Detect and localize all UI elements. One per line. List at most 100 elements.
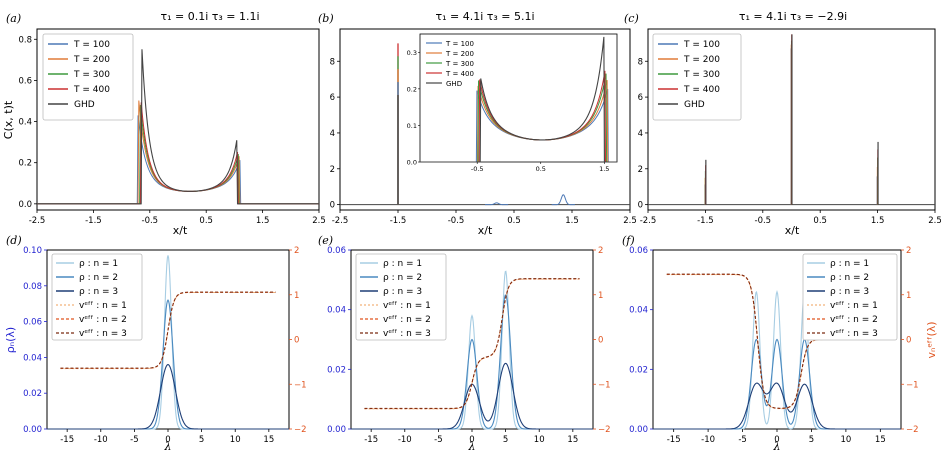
legend-label-t100: T = 100 [73, 40, 110, 50]
y-tick-label: 0.0 [18, 200, 32, 210]
veff-n1 [364, 278, 580, 410]
y-tick-right-label: 2 [294, 246, 299, 256]
panel-b-xlabel: x/t [478, 224, 493, 237]
y-tick-label: 2 [638, 165, 643, 175]
legend-d-label-rho3: ρ : n = 3 [79, 287, 118, 297]
panel-d-legend: ρ : n = 1 ρ : n = 2 ρ : n = 3 vᵉᶠᶠ : n =… [51, 253, 143, 341]
y-tick-label: 0.02 [23, 389, 42, 399]
x-tick-label: 5 [199, 435, 204, 445]
legend-f-label-v2: vᵉᶠᶠ : n = 2 [830, 315, 878, 325]
y-tick-right-label: 0 [294, 336, 299, 346]
panel-b-inset-legend: T = 100 T = 200 T = 300 T = 400 GHD [426, 40, 474, 88]
legend-e-label-rho1: ρ : n = 1 [383, 259, 422, 269]
y-tick-label: 2 [330, 165, 335, 175]
inset-legend-label-t400: T = 400 [445, 70, 474, 78]
y-tick-label: 8 [330, 57, 335, 67]
x-tick-label: -2.5 [29, 216, 46, 226]
y-tick-label: 0.04 [23, 353, 42, 363]
legend-e-label-v2: vᵉᶠᶠ : n = 2 [383, 315, 431, 325]
y-tick-label: 0.04 [629, 306, 648, 316]
y-tick-label: 0.02 [327, 365, 346, 375]
bump-0 [485, 202, 509, 206]
bump-1 [551, 194, 575, 206]
panel-b-title: τ₁ = 4.1i τ₃ = 5.1i [435, 10, 534, 23]
x-tick-label: 2.5 [623, 216, 637, 226]
panel-e-xlabel: λ [468, 440, 476, 453]
panel-a-frame [36, 28, 320, 211]
y-tick-right-label: −1 [906, 380, 919, 390]
series-ghd [37, 49, 319, 205]
x-tick-label: -1.5 [390, 216, 407, 226]
legend-f-label-rho2: ρ : n = 2 [830, 273, 869, 283]
veff-n3 [60, 291, 276, 369]
panel-d-xlabel: λ [164, 440, 172, 453]
legend-c-label-t200: T = 200 [683, 55, 720, 65]
x-tick-label: -5 [434, 435, 442, 445]
x-tick-label: -5 [130, 435, 138, 445]
legend-label-ghd: GHD [74, 100, 95, 110]
rho-n3 [47, 363, 289, 430]
y-tick-right-label: 1 [598, 291, 603, 301]
y-tick-label: 0 [330, 201, 335, 211]
x-tick-label: -0.5 [755, 216, 772, 226]
panel-e-tag: (e) [318, 234, 333, 247]
y-tick-label: 0.4 [18, 118, 32, 128]
legend-d-label-v3: vᵉᶠᶠ : n = 3 [79, 329, 127, 339]
legend-c-label-ghd: GHD [684, 100, 705, 110]
panel-c-legend: T = 100 T = 200 T = 300 T = 400 GHD [652, 33, 742, 121]
legend-d-label-v1: vᵉᶠᶠ : n = 1 [79, 301, 127, 311]
panel-a-ylabel: C(x, t)t [2, 100, 15, 139]
x-tick-label: 0.5 [507, 216, 521, 226]
legend-label-t200: T = 200 [73, 55, 110, 65]
legend-label-t300: T = 300 [73, 70, 110, 80]
x-tick-label: 10 [230, 435, 241, 445]
panel-b-inset: -0.5 0.5 1.5 0.0 0.1 0.2 0.3 T = 100 T = 200 T… [407, 33, 618, 173]
panel-a-tag: (a) [6, 12, 21, 25]
panel-e: (e) -15 -10 -5 0 5 10 15 0.00 0.02 0.04 0.06 −2 −1 0 1… [318, 234, 611, 453]
legend-c-label-t300: T = 300 [683, 70, 720, 80]
legend-label-t400: T = 400 [73, 85, 110, 95]
x-tick-label: 1.5 [256, 216, 270, 226]
x-tick-label: 0 [165, 435, 170, 445]
x-tick-label: 2.5 [312, 216, 326, 226]
x-tick-label: 10 [534, 435, 545, 445]
y-tick-label: 0.06 [629, 246, 648, 256]
panel-d-plot: -15 -10 -5 0 5 10 150.000.020.040.060.080.10−2… [23, 246, 306, 445]
y-tick-right-label: 2 [598, 246, 603, 256]
x-tick-label: -5 [738, 435, 746, 445]
panel-c-frame [647, 28, 936, 211]
inset-x-tick-label: 1.5 [599, 165, 609, 173]
inset-y-tick-label: 0.3 [407, 49, 417, 57]
y-tick-label: 0.2 [18, 159, 32, 169]
rho-n3 [653, 382, 901, 430]
inset-legend-label-ghd: GHD [446, 80, 462, 88]
x-tick-label: -2.5 [640, 216, 657, 226]
panel-f: (f) -15 -10 -5 0 5 10 15 0.00 0.02 0.04 0.06 −2 −1 0 1… [622, 234, 938, 453]
y-tick-right-label: −1 [294, 380, 307, 390]
x-tick-label: 0 [469, 435, 474, 445]
panel-f-xlabel: λ [773, 440, 781, 453]
inset-y-tick-label: 0.1 [407, 122, 417, 130]
panel-a: (a) τ₁ = 0.1i τ₃ = 1.1i -2.5 -1.5 -0.5 0.5 1… [2, 10, 326, 237]
legend-f-label-v1: vᵉᶠᶠ : n = 1 [830, 301, 878, 311]
legend-e-label-v1: vᵉᶠᶠ : n = 1 [383, 301, 431, 311]
inset-x-tick-label: 0.5 [536, 165, 546, 173]
legend-d-label-v2: vᵉᶠᶠ : n = 2 [79, 315, 127, 325]
panel-a-plot: -2.5 -1.5 -0.5 0.5 1.5 2.5 0.0 0.2 0.4 0.6 0.8 [18, 35, 325, 226]
series-ghd [420, 36, 617, 163]
x-tick-label: 1.5 [565, 216, 579, 226]
legend-d-label-rho2: ρ : n = 2 [79, 273, 118, 283]
x-tick-label: 15 [263, 435, 274, 445]
y-tick-right-label: 1 [906, 291, 911, 301]
x-tick-label: -15 [364, 435, 378, 445]
panel-f-ylabel-right: vₙᵉᶠᶠ(λ) [925, 321, 938, 358]
inset-legend-label-t100: T = 100 [445, 40, 474, 48]
x-tick-label: -10 [701, 435, 715, 445]
legend-e-label-rho2: ρ : n = 2 [383, 273, 422, 283]
x-tick-label: 2.5 [928, 216, 942, 226]
panel-a-xlabel: x/t [173, 224, 188, 237]
panel-f-tag: (f) [622, 234, 635, 247]
y-tick-label: 4 [330, 129, 335, 139]
panel-d-tag: (d) [6, 234, 22, 247]
x-tick-label: -10 [398, 435, 412, 445]
